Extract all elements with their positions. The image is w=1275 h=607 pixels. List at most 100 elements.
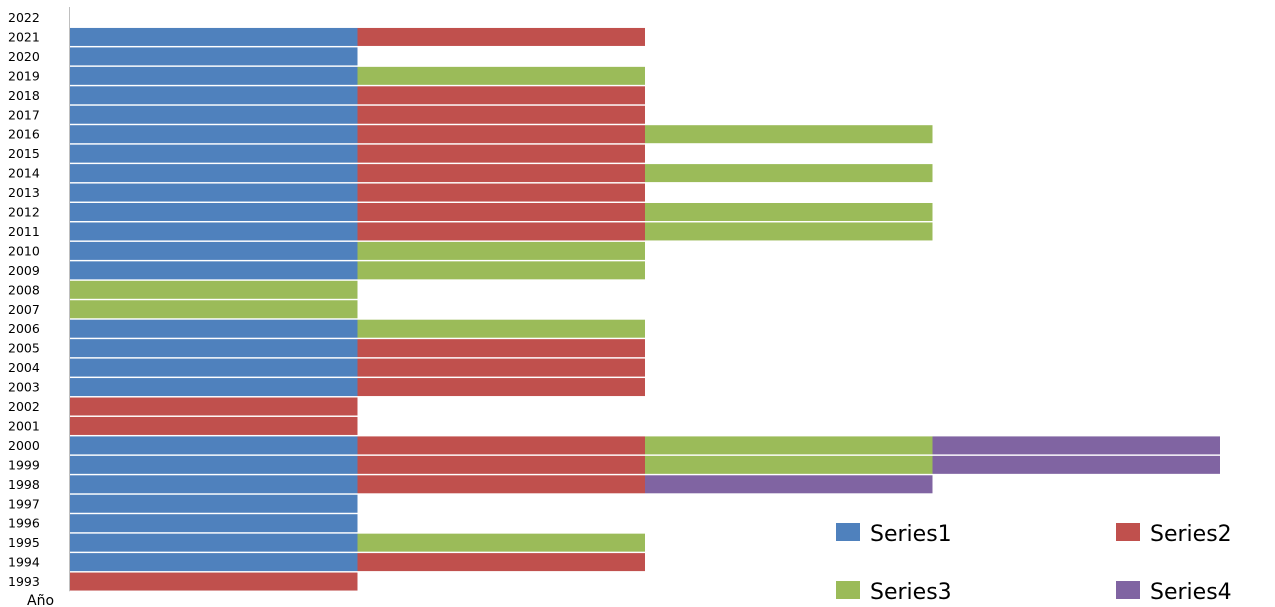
bar-series2-2004 <box>357 358 645 377</box>
y-tick-label: 2000 <box>8 438 40 453</box>
bar-series2-2005 <box>357 339 645 358</box>
y-tick-label: 2005 <box>8 341 40 356</box>
y-tick-label: 2022 <box>8 10 40 25</box>
y-axis-title: Año <box>27 593 54 607</box>
bar-series1-2017 <box>70 105 358 124</box>
bar-series2-2013 <box>357 183 645 202</box>
bar-series1-2011 <box>70 222 358 241</box>
bar-series2-1994 <box>357 553 645 572</box>
bar-series1-2016 <box>70 125 358 144</box>
y-tick-label: 2020 <box>8 49 40 64</box>
bar-series1-1997 <box>70 494 358 513</box>
bar-series1-1994 <box>70 553 358 572</box>
bar-series2-1999 <box>357 455 645 474</box>
bar-series1-1999 <box>70 455 358 474</box>
bar-series2-2000 <box>357 436 645 455</box>
bar-series1-2018 <box>70 86 358 105</box>
bar-series2-2018 <box>357 86 645 105</box>
bar-series3-1999 <box>645 455 933 474</box>
legend-label-series2: Series2 <box>1150 522 1232 547</box>
bar-series3-1995 <box>357 533 645 552</box>
legend: Series1 Series2 Series3 Series4 <box>836 522 1232 605</box>
bar-series1-1995 <box>70 533 358 552</box>
y-tick-label: 1997 <box>8 496 40 511</box>
bar-series1-2020 <box>70 47 358 66</box>
y-tick-label: 2018 <box>8 88 40 103</box>
legend-swatch-series3 <box>836 581 860 599</box>
y-tick-label: 2006 <box>8 321 40 336</box>
bar-series1-2004 <box>70 358 358 377</box>
bar-series2-2001 <box>70 416 358 435</box>
bar-series2-2002 <box>70 397 358 416</box>
y-tick-label: 2007 <box>8 302 40 317</box>
y-tick-label: 1995 <box>8 535 40 550</box>
y-tick-label: 2016 <box>8 127 40 142</box>
y-tick-label: 2013 <box>8 185 40 200</box>
bar-series1-2009 <box>70 261 358 280</box>
y-tick-label: 2012 <box>8 205 40 220</box>
y-tick-label: 2011 <box>8 224 40 239</box>
bar-series1-2010 <box>70 241 358 260</box>
bar-series1-1998 <box>70 475 358 494</box>
legend-label-series4: Series4 <box>1150 580 1232 605</box>
bar-series2-2003 <box>357 378 645 397</box>
bar-series1-2015 <box>70 144 358 163</box>
y-tick-label: 2021 <box>8 29 40 44</box>
bars-layer <box>70 27 1220 591</box>
bar-series3-2014 <box>645 164 933 183</box>
y-tick-label: 1994 <box>8 555 40 570</box>
bar-series2-2015 <box>357 144 645 163</box>
y-tick-label: 2014 <box>8 166 40 181</box>
bar-series2-1993 <box>70 572 358 591</box>
bar-series1-2005 <box>70 339 358 358</box>
y-tick-label: 2010 <box>8 243 40 258</box>
bar-series1-2003 <box>70 378 358 397</box>
bar-series2-2012 <box>357 203 645 221</box>
y-tick-label: 1993 <box>8 574 40 589</box>
y-tick-label: 2001 <box>8 418 40 433</box>
bar-series1-2014 <box>70 164 358 183</box>
bar-series1-2000 <box>70 436 358 455</box>
bar-series1-2006 <box>70 319 358 338</box>
bar-series3-2012 <box>645 203 933 221</box>
bar-series3-2010 <box>357 241 645 260</box>
bar-series3-2007 <box>70 300 358 319</box>
y-tick-label: 2019 <box>8 68 40 83</box>
bar-series3-2006 <box>357 319 645 338</box>
bar-series4-1998 <box>645 475 933 494</box>
bar-series1-1996 <box>70 514 358 533</box>
bar-series2-2016 <box>357 125 645 144</box>
y-tick-label: 1999 <box>8 457 40 472</box>
bar-series1-2013 <box>70 183 358 202</box>
y-tick-label: 2003 <box>8 380 40 395</box>
bar-series3-2009 <box>357 261 645 280</box>
bar-series1-2012 <box>70 203 358 221</box>
y-tick-label: 2004 <box>8 360 40 375</box>
bar-series2-2014 <box>357 164 645 183</box>
bar-series3-2011 <box>645 222 933 241</box>
y-tick-label: 1998 <box>8 477 40 492</box>
legend-swatch-series2 <box>1116 523 1140 541</box>
bar-series4-2000 <box>932 436 1220 455</box>
bar-series4-1999 <box>932 455 1220 474</box>
bar-series2-2011 <box>357 222 645 241</box>
bar-series3-2000 <box>645 436 933 455</box>
y-tick-labels: 1993 1994 1995 1996 1997 1998 1999 2000 2001 2002… <box>8 10 40 589</box>
legend-swatch-series4 <box>1116 581 1140 599</box>
y-tick-label: 2002 <box>8 399 40 414</box>
bar-series2-1998 <box>357 475 645 494</box>
bar-series1-2019 <box>70 66 358 85</box>
y-tick-label: 2008 <box>8 282 40 297</box>
y-tick-label: 1996 <box>8 516 40 531</box>
y-tick-label: 2017 <box>8 107 40 122</box>
legend-label-series1: Series1 <box>870 522 952 547</box>
bar-series3-2008 <box>70 280 358 299</box>
bar-series1-2021 <box>70 27 358 46</box>
bar-series2-2021 <box>357 27 645 46</box>
y-tick-label: 2009 <box>8 263 40 278</box>
legend-swatch-series1 <box>836 523 860 541</box>
bar-series3-2016 <box>645 125 933 144</box>
bar-series2-2017 <box>357 105 645 124</box>
legend-label-series3: Series3 <box>870 580 952 605</box>
